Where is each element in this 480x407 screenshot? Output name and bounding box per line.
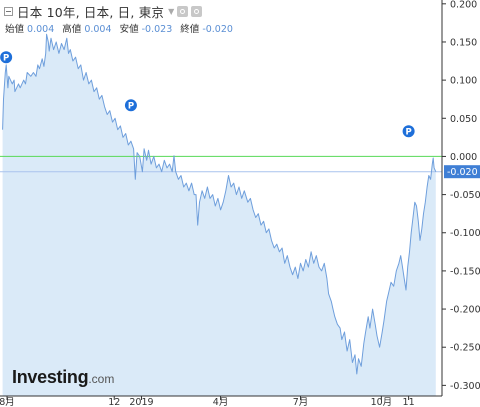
y-tick-label: -0.100 — [450, 228, 480, 239]
p-marker-label: P — [128, 102, 134, 112]
x-tick-label: 11 — [403, 397, 415, 407]
low-label: 安値 — [119, 24, 139, 35]
ohlc-row: 始値 0.004 高値 0.004 安値 -0.023 終値 -0.020 — [5, 21, 238, 35]
title-row: 日本 10年, 日本, 日, 東京 ▼ — [4, 2, 203, 20]
settings-icon[interactable] — [177, 5, 189, 17]
chart-title: 日本 10年, 日本, 日, 東京 — [17, 4, 165, 20]
low-value: -0.023 — [141, 24, 173, 35]
series-line — [2, 33, 437, 375]
p-marker — [402, 125, 415, 138]
p-marker-label: P — [405, 128, 411, 138]
p-marker-label: P — [3, 54, 9, 64]
investing-logo: Investing.com — [12, 367, 114, 388]
close-label: 終値 — [180, 24, 200, 35]
x-tick-label: 12 — [108, 397, 120, 407]
last-price-tag-label: -0.020 — [447, 167, 478, 178]
open-label: 始値 — [5, 24, 25, 35]
y-tick-label: 0.150 — [450, 37, 477, 48]
logo-text: Investing — [12, 367, 89, 387]
x-tick-label: 10月 — [371, 397, 393, 407]
y-tick-label: 0.100 — [450, 76, 477, 87]
x-tick-label: 4月 — [213, 397, 229, 407]
series-area — [2, 34, 436, 397]
last-price-tag — [444, 165, 480, 179]
y-tick-label: -0.050 — [450, 190, 480, 201]
high-label: 高値 — [62, 24, 82, 35]
chart-header: 日本 10年, 日本, 日, 東京 ▼ 始値 0.004 高値 0.004 安値… — [0, 0, 440, 36]
p-marker — [0, 51, 13, 64]
y-tick-label: 0.050 — [450, 114, 477, 125]
camera-icon[interactable] — [191, 5, 203, 17]
collapse-icon[interactable] — [4, 6, 13, 16]
y-tick-label: -0.150 — [450, 266, 480, 277]
dropdown-arrow-icon[interactable]: ▼ — [168, 6, 175, 16]
y-tick-label: -0.250 — [450, 343, 480, 354]
x-tick-label: 8月 — [0, 397, 15, 407]
open-value: 0.004 — [27, 24, 55, 35]
y-tick-label: 0.000 — [450, 152, 477, 163]
y-tick-label: -0.300 — [450, 381, 480, 392]
high-value: 0.004 — [84, 24, 112, 35]
y-tick-label: 0.200 — [450, 0, 477, 10]
y-tick-label: -0.200 — [450, 305, 480, 316]
logo-suffix: .com — [88, 372, 115, 386]
p-marker — [124, 99, 137, 112]
x-tick-label: 7月 — [293, 397, 309, 407]
x-tick-label: 2019 — [129, 397, 153, 407]
close-value: -0.020 — [202, 24, 233, 35]
